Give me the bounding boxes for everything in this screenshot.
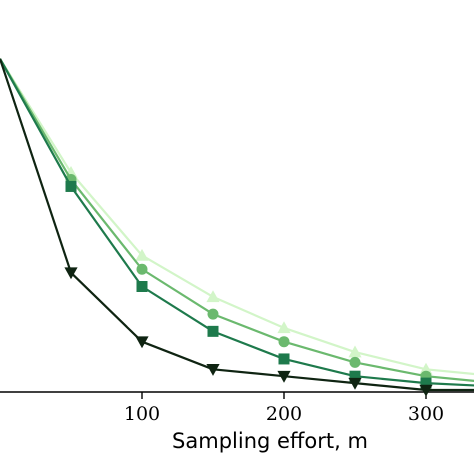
series-2-point-5 <box>349 370 361 382</box>
series-3-line <box>0 58 474 392</box>
label-layer: Sampling effort, m 100 200 300 <box>124 403 444 453</box>
series-1-line <box>0 58 474 382</box>
axes-layer <box>0 391 474 399</box>
series-2-point-1 <box>65 180 77 192</box>
series-1-point-2 <box>136 263 148 275</box>
series-layer <box>0 58 474 397</box>
series-1-point-5 <box>349 356 361 368</box>
x-tick-label-100: 100 <box>124 403 160 425</box>
series-2-point-6 <box>420 377 432 389</box>
series-1 <box>0 58 474 382</box>
x-tick-label-200: 200 <box>266 403 302 425</box>
series-0-line <box>0 58 474 376</box>
series-0 <box>0 58 474 376</box>
series-0-point-6 <box>419 362 433 375</box>
series-2-point-3 <box>207 325 219 337</box>
series-0-point-2 <box>135 248 149 261</box>
series-3-point-2 <box>135 336 149 349</box>
series-3-point-1 <box>64 267 78 280</box>
series-2 <box>0 58 474 389</box>
x-tick-label-300: 300 <box>408 403 444 425</box>
series-0-point-3 <box>206 290 220 303</box>
series-1-point-3 <box>207 308 219 320</box>
series-3-point-4 <box>277 370 291 383</box>
series-2-point-4 <box>278 353 290 365</box>
series-3 <box>0 58 474 397</box>
x-axis-title: Sampling effort, m <box>172 429 368 453</box>
series-3-point-6 <box>419 384 433 397</box>
series-2-line <box>0 58 474 387</box>
series-2-point-2 <box>136 281 148 292</box>
series-1-point-4 <box>278 336 290 348</box>
series-3-point-5 <box>348 377 362 390</box>
series-3-point-3 <box>206 364 220 376</box>
series-0-point-4 <box>277 321 291 334</box>
series-0-point-5 <box>348 345 362 358</box>
